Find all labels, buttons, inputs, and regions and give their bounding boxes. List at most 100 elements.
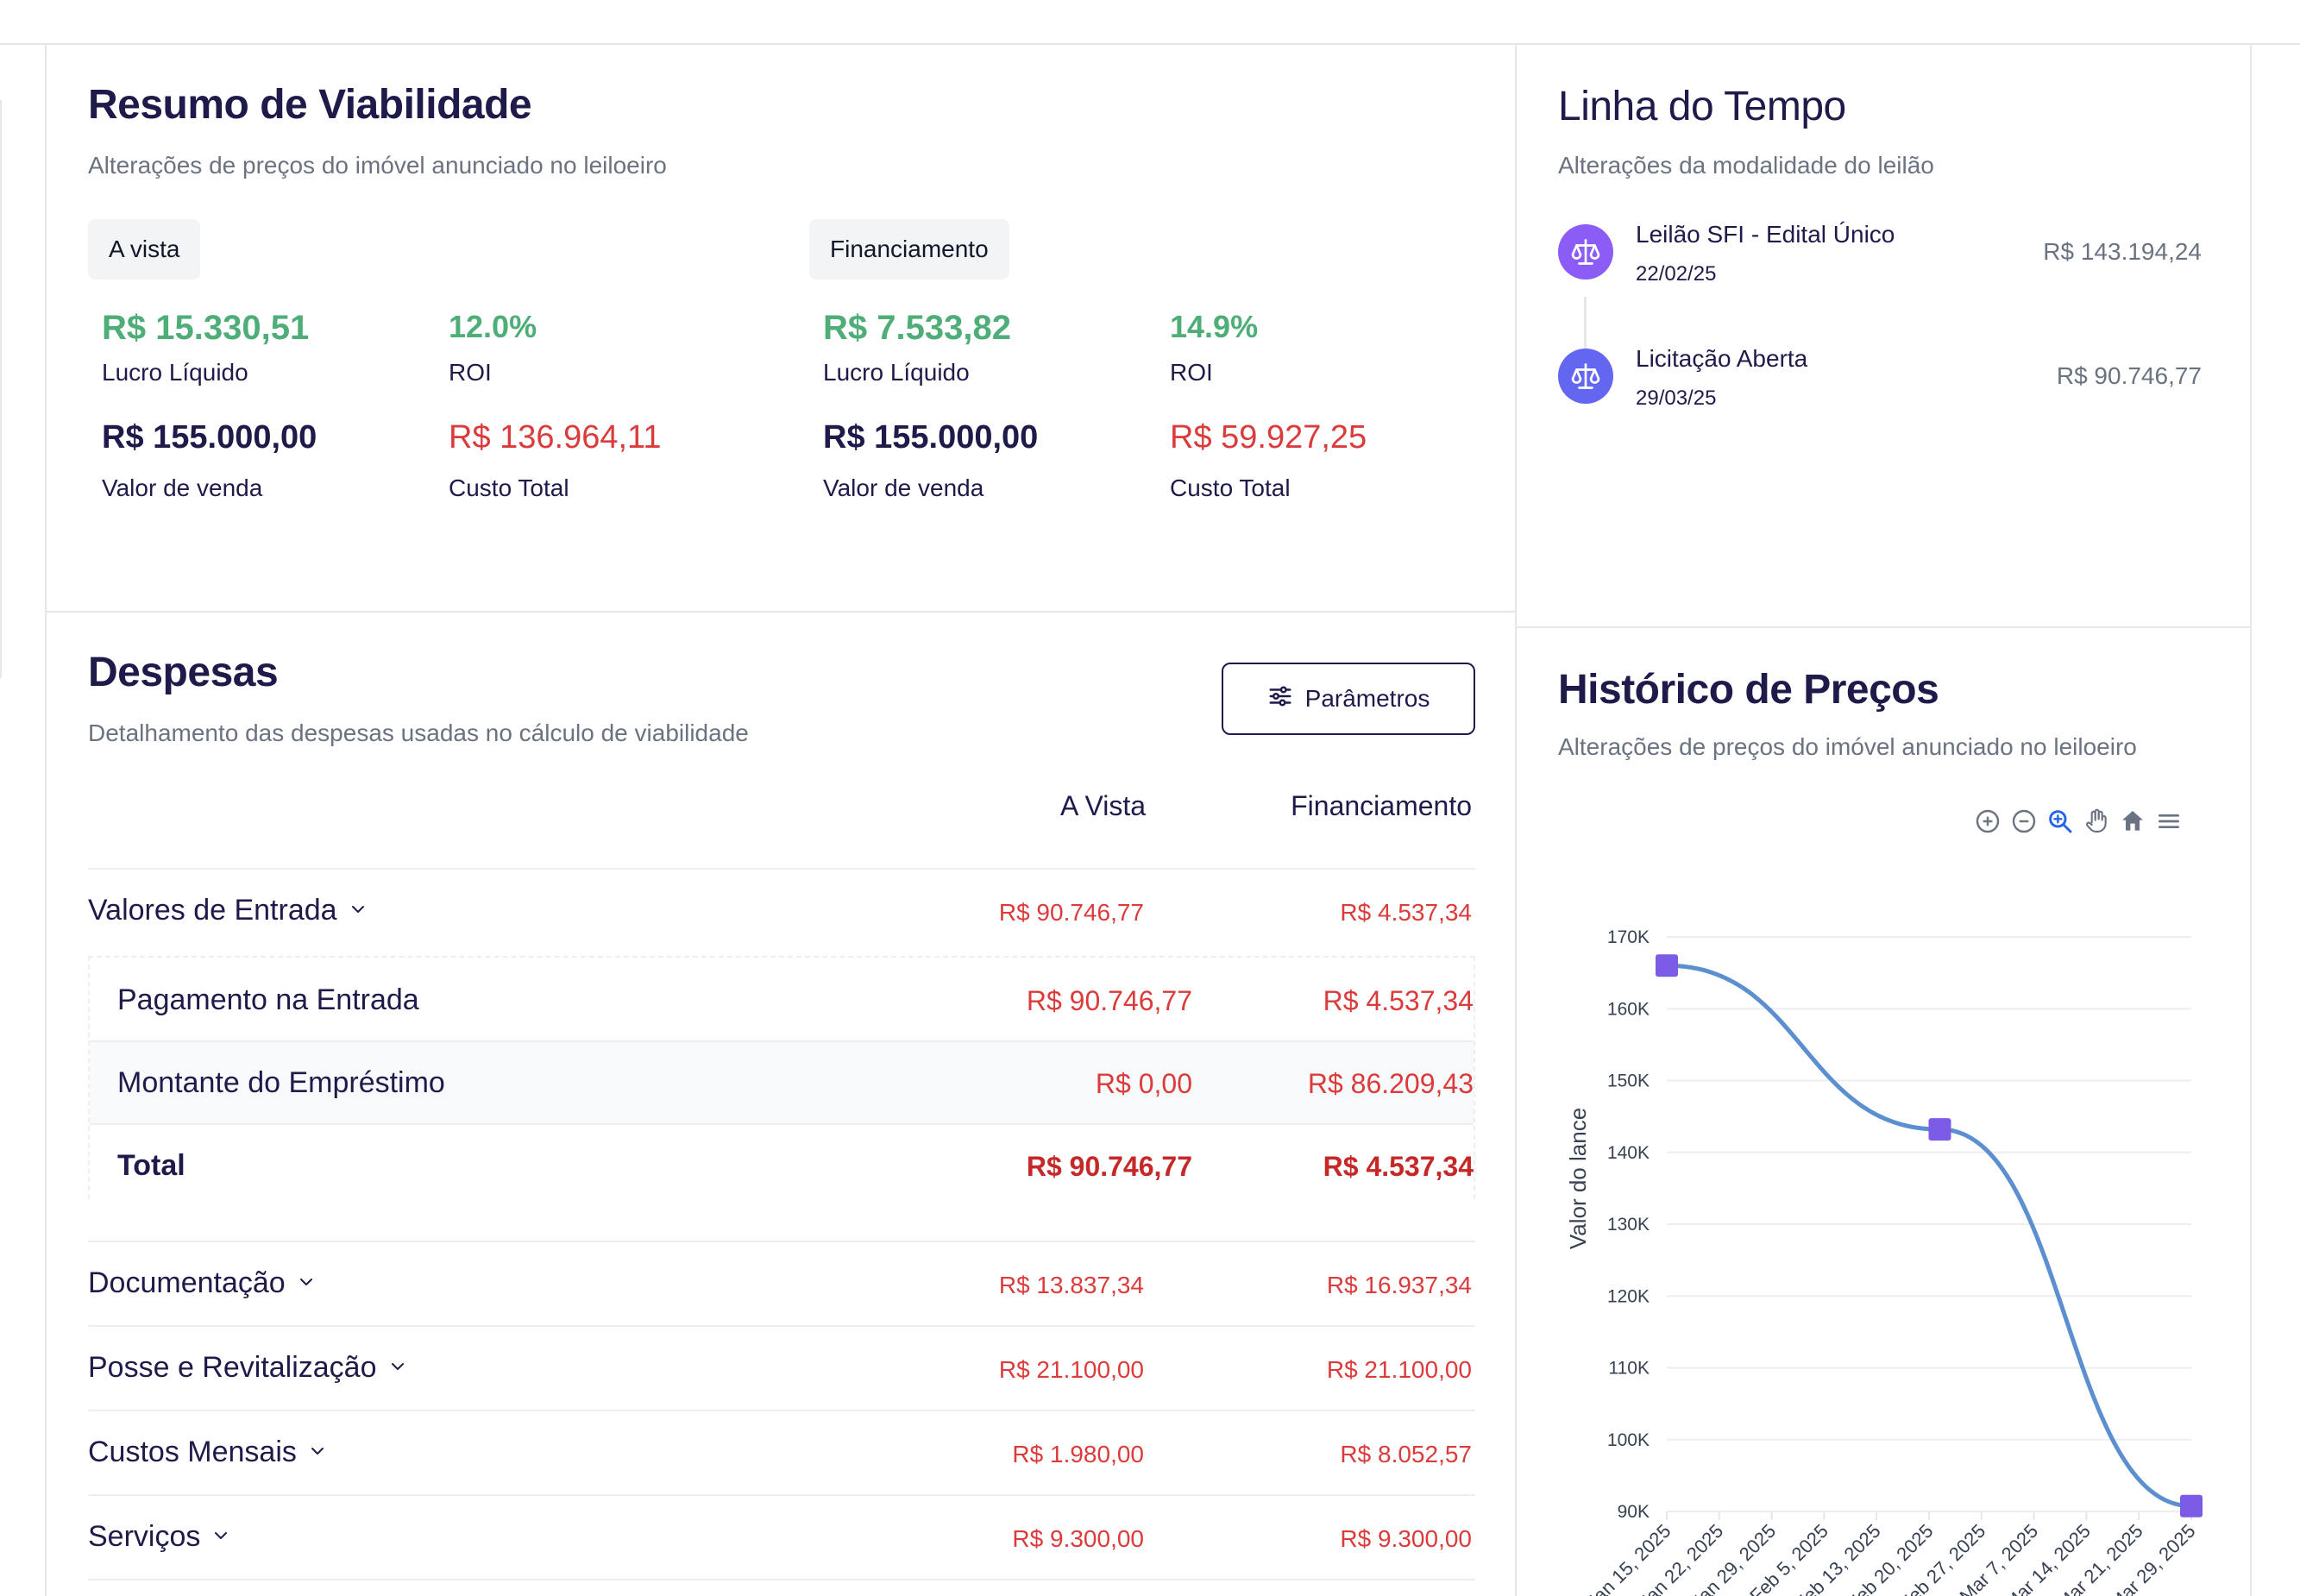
y-tick-label: 170K [1607,927,1650,947]
group-documentacao[interactable]: Documentação [88,1266,317,1300]
scale-icon [1558,224,1613,280]
historico-precos-card: Histórico de Preços Alterações de preços… [1517,628,2252,1596]
data-point-marker[interactable] [2180,1494,2203,1517]
group-label: Serviços [88,1520,201,1553]
despesas-title: Despesas [88,650,279,695]
timeline-item-date: 22/02/25 [1636,262,1717,286]
resumo-viabilidade-card: Resumo de Viabilidade Alterações de preç… [45,45,1517,613]
a-vista-roi-value: 12.0% [449,309,537,344]
y-tick-label: 150K [1607,1071,1650,1091]
group-label: Documentação [88,1266,286,1299]
scale-icon [1558,349,1613,404]
zoom-out-icon[interactable] [2007,804,2041,839]
series-line [1666,963,2192,1509]
linha-do-tempo-card: Linha do Tempo Alterações da modalidade … [1517,45,2252,628]
row-a-vista: R$ 90.746,77 [1026,1151,1192,1182]
chevron-down-icon [211,1520,231,1554]
divider [88,1325,1475,1327]
group-custos-mensais[interactable]: Custos Mensais [88,1436,328,1469]
y-tick-label: 160K [1607,999,1650,1019]
row-fin: R$ 4.537,34 [1323,985,1474,1016]
row-label: Pagamento na Entrada [117,983,419,1016]
timeline-title: Linha do Tempo [1558,84,1846,129]
row-fin: R$ 4.537,34 [1323,1151,1474,1182]
a-vista-tab[interactable]: A vista [88,219,201,280]
divider [88,868,1475,870]
divider [88,1579,1475,1580]
group-posse-revitalizacao[interactable]: Posse e Revitalização [88,1351,408,1385]
resumo-subtitle: Alterações de preços do imóvel anunciado… [88,152,667,179]
group-fin-amount: R$ 16.937,34 [1326,1272,1472,1298]
y-axis-label: Valor do lance [1565,1108,1591,1249]
chevron-down-icon [387,1351,408,1385]
group-valores-entrada[interactable]: Valores de Entrada [88,894,368,927]
timeline-connector [1584,297,1587,383]
group-a-vista-amount: R$ 21.100,00 [998,1356,1144,1383]
despesas-card: Despesas Detalhamento das despesas usada… [45,613,1517,1596]
timeline-item-price: R$ 90.746,77 [2056,362,2202,389]
a-vista-roi-label: ROI [449,359,492,386]
pan-hand-icon[interactable] [2079,804,2114,839]
chevron-down-icon [296,1266,317,1300]
a-vista-venda-value: R$ 155.000,00 [102,419,317,456]
group-label: Custos Mensais [88,1436,297,1468]
a-vista-custo-label: Custo Total [449,474,569,501]
group-a-vista-amount: R$ 9.300,00 [1012,1525,1144,1552]
col-header-a-vista: A Vista [1059,790,1146,821]
y-tick-label: 100K [1607,1430,1650,1450]
col-header-financiamento: Financiamento [1291,790,1472,821]
fin-roi-value: 14.9% [1170,309,1259,344]
group-a-vista-amount: R$ 13.837,34 [998,1272,1144,1298]
group-fin-amount: R$ 8.052,57 [1340,1441,1472,1467]
y-tick-label: 120K [1607,1286,1650,1306]
despesas-subtitle: Detalhamento das despesas usadas no cálc… [88,719,749,746]
data-point-marker[interactable] [1928,1118,1951,1141]
y-tick-label: 130K [1607,1215,1650,1235]
fin-lucro-label: Lucro Líquido [823,359,970,386]
parametros-button[interactable]: Parâmetros [1222,663,1475,735]
selection-zoom-icon[interactable] [2043,804,2077,839]
y-tick-label: 140K [1607,1143,1650,1163]
data-point-marker[interactable] [1656,954,1678,977]
table-row: Montante do Empréstimo R$ 0,00 R$ 86.209… [90,1040,1474,1125]
group-servicos[interactable]: Serviços [88,1520,231,1554]
table-row: Pagamento na Entrada R$ 90.746,77 R$ 4.5… [90,958,1474,1042]
home-reset-icon[interactable] [2115,804,2150,839]
a-vista-venda-label: Valor de venda [102,474,263,501]
row-a-vista: R$ 0,00 [1095,1068,1192,1099]
a-vista-lucro-value: R$ 15.330,51 [102,309,310,347]
divider [88,1241,1475,1242]
zoom-in-icon[interactable] [1970,804,2005,839]
financiamento-tab[interactable]: Financiamento [809,219,1009,280]
fin-custo-value: R$ 59.927,25 [1170,419,1367,456]
top-bar [0,0,2300,45]
sliders-icon [1267,683,1293,715]
valores-entrada-details: Pagamento na Entrada R$ 90.746,77 R$ 4.5… [88,956,1475,1199]
row-a-vista: R$ 90.746,77 [1026,985,1192,1016]
a-vista-lucro-label: Lucro Líquido [102,359,248,386]
group-fin-amount: R$ 9.300,00 [1340,1525,1472,1552]
timeline-item-date: 29/03/25 [1636,386,1717,410]
fin-venda-label: Valor de venda [823,474,984,501]
historico-title: Histórico de Preços [1558,667,1939,713]
timeline-subtitle: Alterações da modalidade do leilão [1558,152,1934,179]
row-label: Total [117,1149,185,1182]
fin-venda-value: R$ 155.000,00 [823,419,1039,456]
chevron-down-icon [307,1436,328,1469]
y-tick-label: 110K [1609,1359,1650,1379]
a-vista-custo-value: R$ 136.964,11 [449,419,662,456]
fin-roi-label: ROI [1170,359,1213,386]
group-a-vista-amount: R$ 90.746,77 [998,899,1144,926]
fin-lucro-value: R$ 7.533,82 [823,309,1011,347]
group-label: Valores de Entrada [88,894,337,927]
menu-icon[interactable] [2152,804,2186,839]
group-a-vista-amount: R$ 1.980,00 [1012,1441,1144,1467]
group-fin-amount: R$ 21.100,00 [1326,1356,1472,1383]
timeline-item-price: R$ 143.194,24 [2043,238,2202,265]
parametros-label: Parâmetros [1304,685,1430,712]
timeline-item-name: Licitação Aberta [1636,345,1808,372]
row-label: Montante do Empréstimo [117,1066,445,1099]
y-tick-label: 90K [1618,1502,1650,1522]
resumo-title: Resumo de Viabilidade [88,82,532,128]
